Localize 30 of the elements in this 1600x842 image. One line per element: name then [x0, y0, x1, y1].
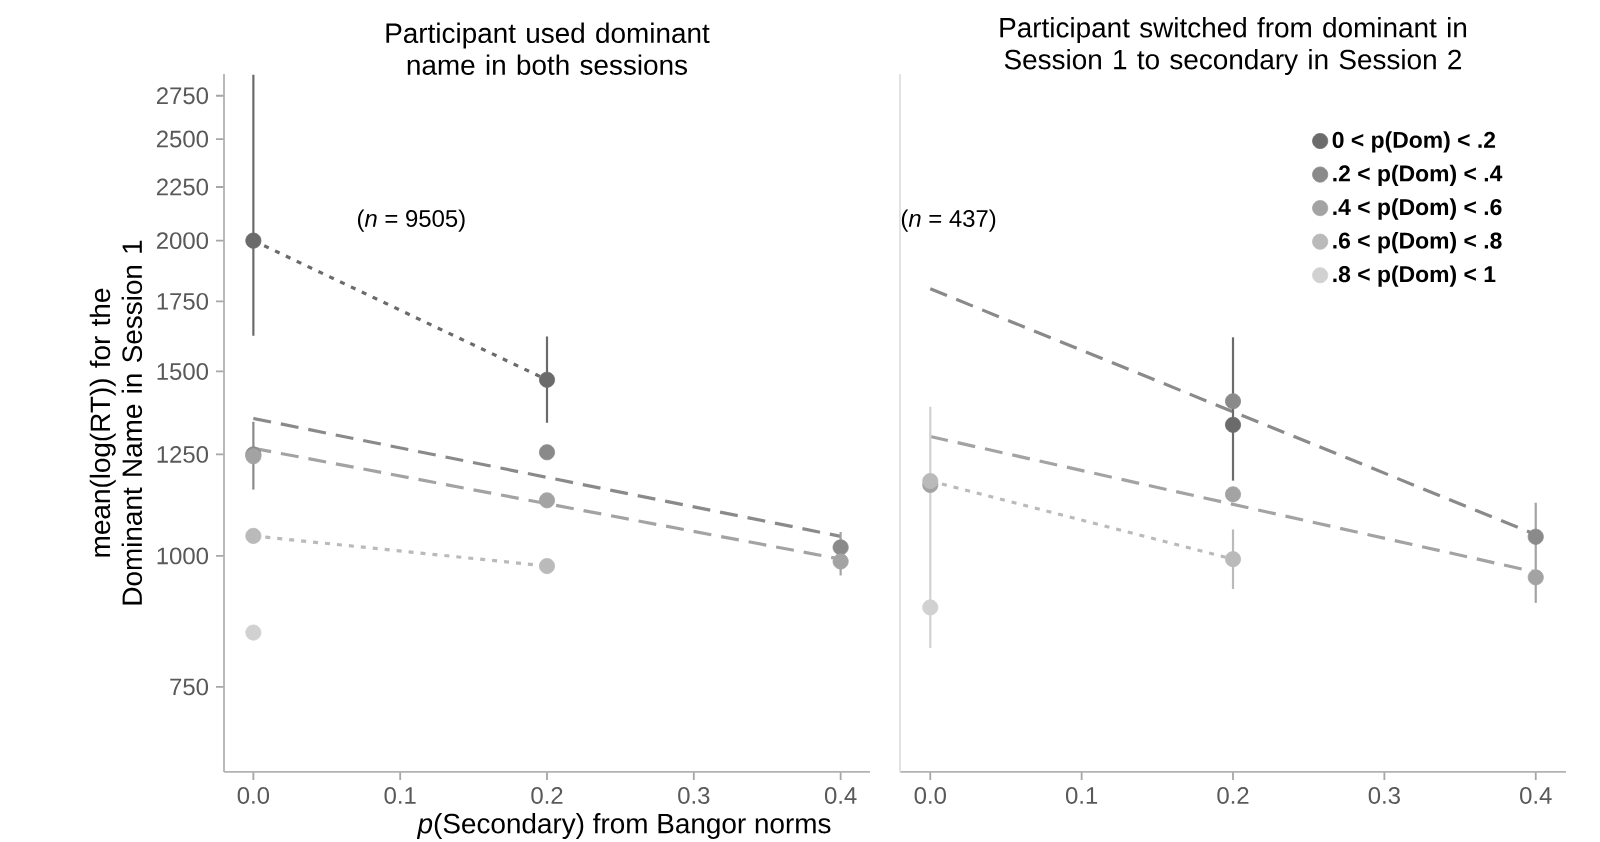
x-tick-label: 0.2 — [531, 786, 563, 804]
legend-label: 0 < p(Dom) < .2 — [1332, 131, 1496, 153]
legend-label: .2 < p(Dom) < .4 — [1333, 164, 1503, 187]
y-tick-label: 1000 — [157, 547, 209, 565]
x-tick-label: 0.1 — [384, 786, 416, 804]
x-tick-label: 0.4 — [824, 786, 857, 804]
y-axis-title: mean(log(RT)) for the Dominant Name in Session 1 — [89, 240, 143, 605]
y-tick-label: 1750 — [157, 292, 209, 310]
x-axis-title: p(Secondary) from Bangor norms — [416, 813, 831, 839]
y-tick-label: 1250 — [157, 445, 209, 463]
legend-label: .4 < p(Dom) < .6 — [1333, 198, 1502, 220]
x-tick-label: 0.1 — [1065, 786, 1098, 804]
x-tick-label: 0.3 — [678, 786, 710, 804]
y-tick-label: 2500 — [156, 130, 209, 148]
annotation: (n = 9505) — [357, 209, 465, 232]
x-tick-label: 0.4 — [1520, 786, 1552, 804]
x-tick-label: 0.0 — [237, 786, 270, 804]
x-tick-label: 0.2 — [1217, 786, 1249, 804]
y-tick-label: 750 — [170, 678, 209, 696]
x-tick-label: 0.0 — [914, 786, 946, 804]
legend-label: .8 < p(Dom) < 1 — [1333, 265, 1496, 287]
chart-title: Participant switched from dominant in Session 1 to secondary in Session 2 — [1000, 17, 1467, 75]
y-tick-label: 1500 — [157, 363, 209, 380]
chart-title: Participant used dominant name in both sessions — [386, 22, 710, 75]
y-tick-label: 2000 — [156, 232, 209, 250]
y-tick-label: 2250 — [156, 178, 209, 196]
y-tick-label: 2750 — [156, 87, 209, 105]
annotation: (n = 437) — [901, 209, 996, 232]
legend-label: .6 < p(Dom) < .8 — [1333, 231, 1502, 254]
x-tick-label: 0.3 — [1368, 786, 1400, 804]
